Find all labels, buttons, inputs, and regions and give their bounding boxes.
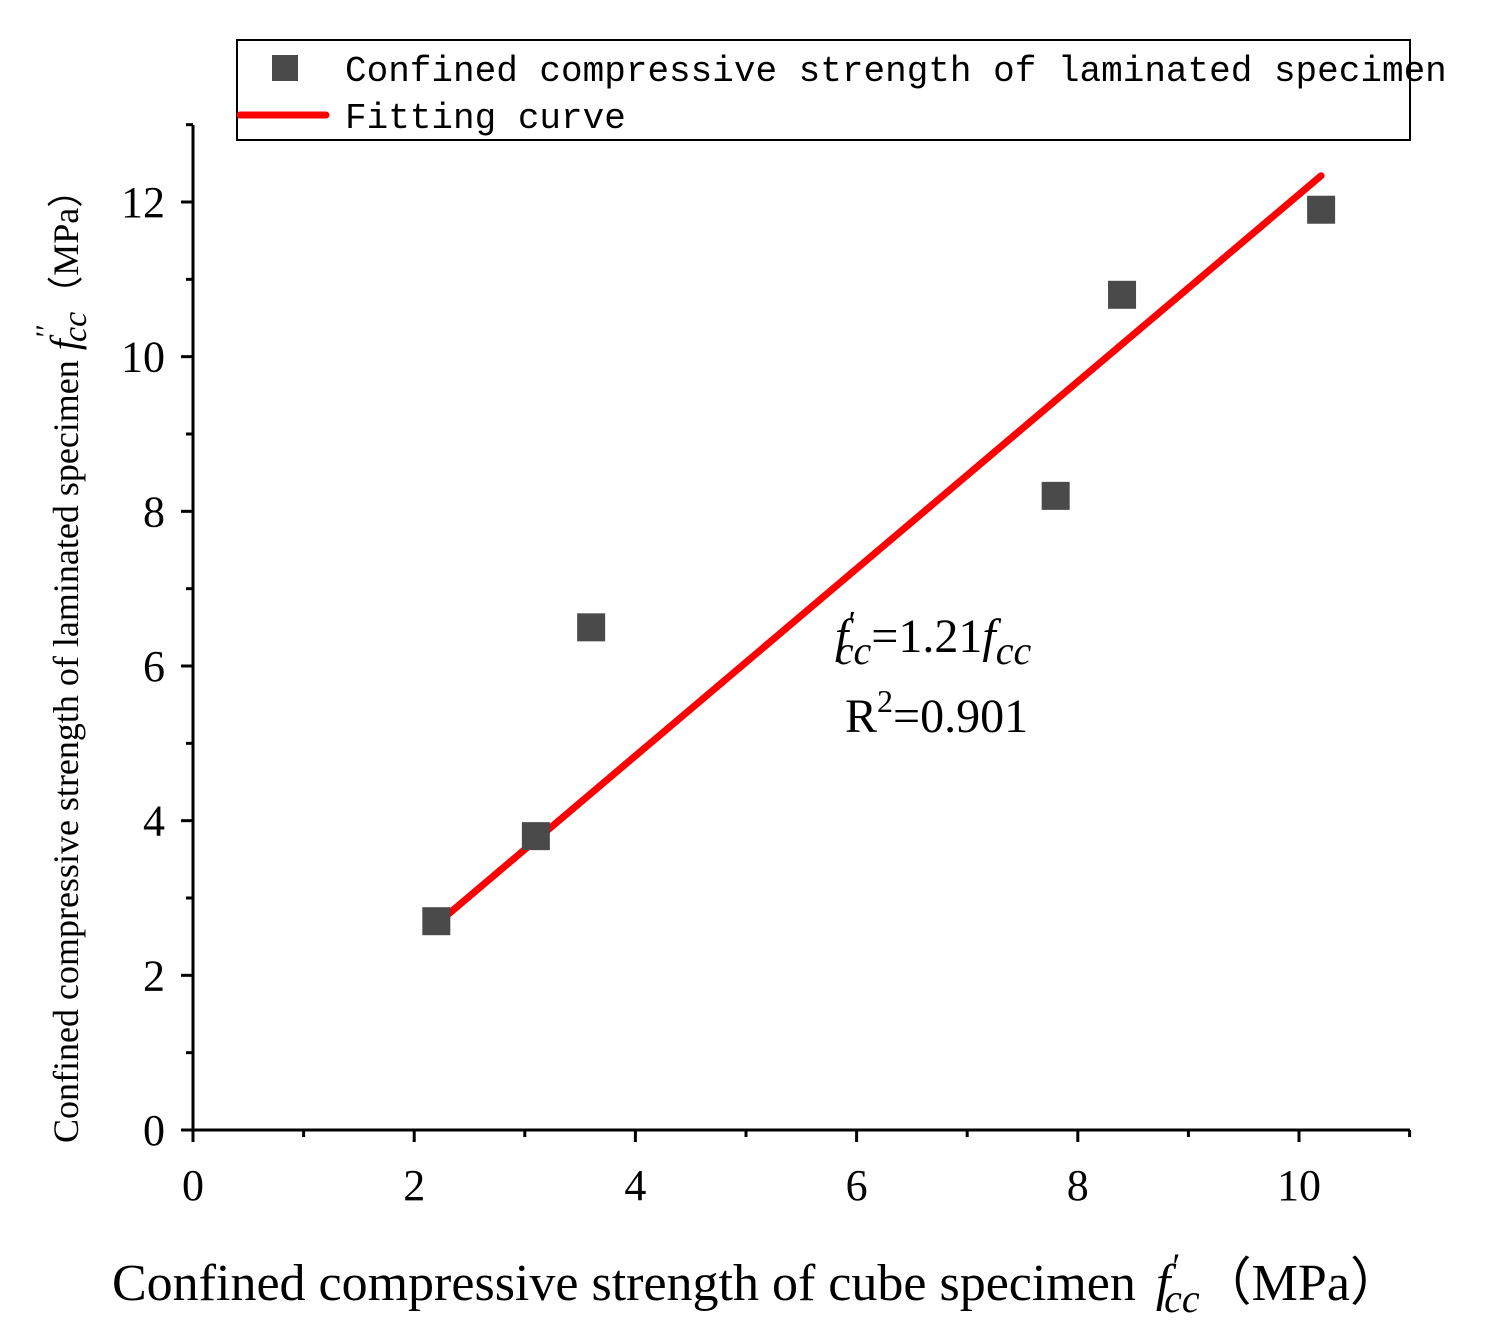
y-tick-label: 6	[143, 642, 165, 691]
y-axis-title: Confined compressive strength of laminat…	[30, 172, 94, 1143]
scatter-points	[422, 195, 1336, 936]
data-point	[577, 613, 606, 642]
data-point	[1041, 481, 1070, 510]
axes: 0 2 4 6 8 10 0 2 4 6 8 10 12	[121, 123, 1412, 1210]
y-ticks: 0 2 4 6 8 10 12	[121, 123, 193, 1155]
legend: Confined compressive strength of laminat…	[236, 39, 1447, 141]
data-point	[521, 822, 550, 851]
fit-equation: f′ cc=1.21fcc	[835, 605, 1031, 673]
y-tick-label: 2	[143, 951, 165, 1000]
y-tick-label: 4	[143, 797, 165, 846]
x-tick-label: 8	[1067, 1161, 1089, 1210]
r-squared: R2=0.901	[845, 683, 1028, 743]
x-tick-label: 6	[846, 1161, 868, 1210]
x-tick-label: 2	[403, 1161, 425, 1210]
y-tick-label: 0	[143, 1106, 165, 1155]
x-tick-label: 4	[624, 1161, 646, 1210]
legend-label-fit: Fitting curve	[345, 98, 626, 139]
data-point	[1108, 280, 1137, 309]
y-tick-label: 8	[143, 487, 165, 536]
y-tick-label: 10	[121, 333, 165, 382]
y-tick-label: 12	[121, 178, 165, 227]
data-point	[1307, 195, 1336, 224]
x-tick-label: 10	[1277, 1161, 1321, 1210]
legend-marker-square	[272, 55, 298, 81]
legend-label-scatter: Confined compressive strength of laminat…	[345, 51, 1447, 92]
x-tick-label: 0	[182, 1161, 204, 1210]
data-point	[422, 907, 451, 936]
x-axis-title: Confined compressive strength of cube sp…	[112, 1246, 1402, 1321]
fitting-curve-line	[432, 172, 1325, 928]
legend-box	[236, 39, 1411, 141]
x-ticks: 0 2 4 6 8 10	[182, 1130, 1412, 1210]
